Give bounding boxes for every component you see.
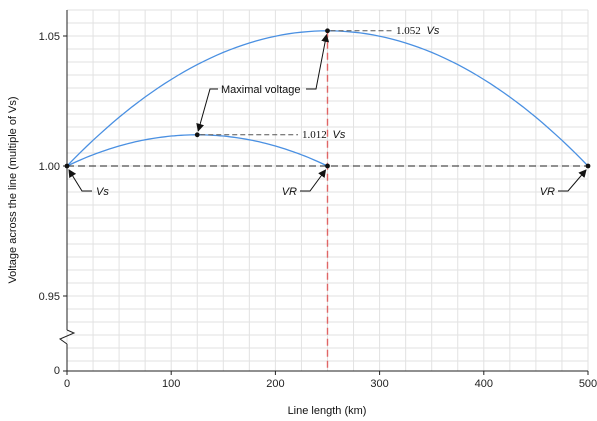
- point-vs: [64, 163, 70, 169]
- vr-short-arrow: [300, 169, 327, 192]
- y-tick-label: 0.95: [39, 291, 60, 303]
- axis-ticks: 0 100 200 300 400 500 0.95 1.00 1.05: [39, 31, 597, 390]
- x-tick-label: 400: [475, 378, 493, 390]
- vr-long-arrow: [558, 169, 587, 192]
- point-max-short: [194, 132, 200, 138]
- marker-points: [64, 28, 591, 169]
- x-tick-label: 300: [370, 378, 388, 390]
- annotation-maximal-voltage: Maximal voltage: [196, 33, 330, 132]
- vr-long-label: VR: [540, 186, 555, 198]
- annotation-vr-long: VR: [540, 169, 587, 198]
- y-tick-label: 1.00: [39, 161, 60, 173]
- max-short-label: 1.012 Vs: [302, 129, 346, 141]
- annotation-vr-short: VR: [282, 169, 327, 198]
- grid: [66, 9, 589, 371]
- point-vr-short: [325, 163, 330, 169]
- y-axis-title: Voltage across the line (multiple of Vs): [7, 96, 19, 283]
- point-vr-long: [585, 163, 591, 169]
- annotation-max-long: 1.052 Vs: [330, 25, 440, 37]
- maximal-voltage-label: Maximal voltage: [221, 84, 300, 96]
- y-tick-label-zero: 0: [54, 365, 60, 377]
- reference-lines: [67, 30, 588, 371]
- vs-arrow: [68, 169, 92, 192]
- x-tick-label: 200: [266, 378, 284, 390]
- point-max-long: [325, 28, 330, 34]
- x-axis-title: Line length (km): [288, 405, 367, 417]
- annotation-max-short: 1.012 Vs: [200, 129, 346, 141]
- max-short-value: 1.012: [302, 129, 327, 141]
- y-tick-label: 1.05: [39, 31, 60, 43]
- max-long-value: 1.052: [396, 25, 421, 37]
- max-long-unit: Vs: [427, 25, 440, 37]
- vs-label: Vs: [96, 186, 109, 198]
- x-tick-label: 500: [579, 378, 597, 390]
- axis-break-icon: [58, 329, 76, 345]
- maximal-voltage-arrow-right: [306, 33, 330, 90]
- vr-short-label: VR: [282, 186, 297, 198]
- x-tick-label: 0: [64, 378, 70, 390]
- max-long-label: 1.052 Vs: [396, 25, 440, 37]
- maximal-voltage-arrow-left: [196, 88, 218, 132]
- x-tick-label: 100: [162, 378, 180, 390]
- annotation-vs: Vs: [68, 169, 109, 198]
- max-short-unit: Vs: [333, 129, 346, 141]
